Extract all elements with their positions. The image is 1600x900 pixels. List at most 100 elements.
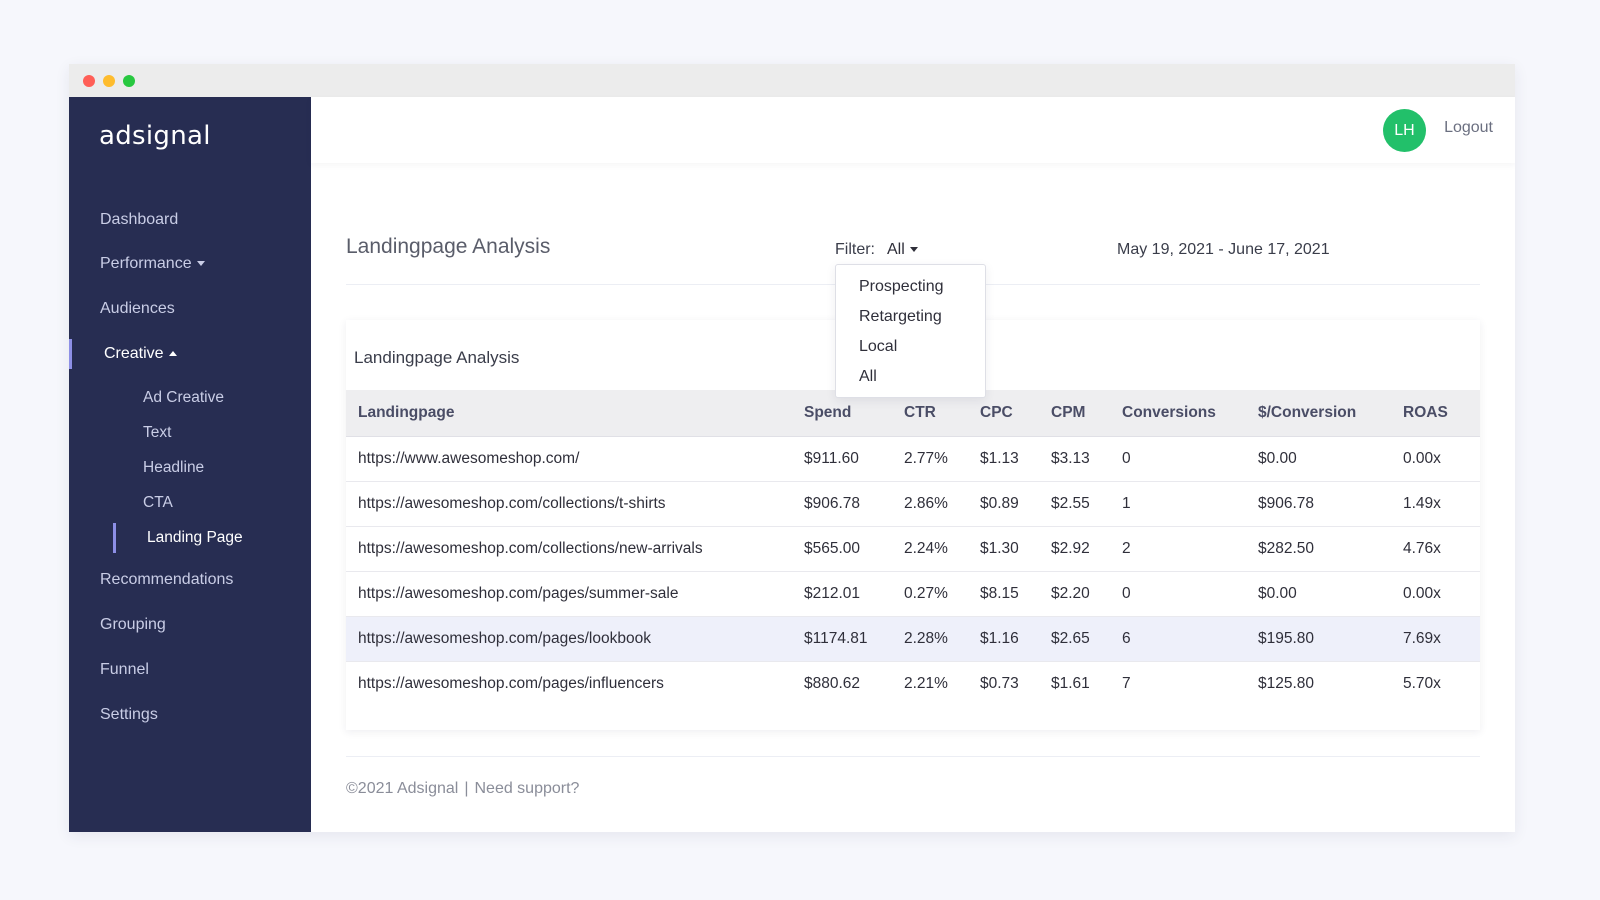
cell-ctr: 2.28% <box>904 616 980 662</box>
cell-cpc: $1.30 <box>980 526 1051 572</box>
cell-landingpage[interactable]: https://awesomeshop.com/pages/lookbook <box>346 616 804 662</box>
cell-cost-per-conversion: $195.80 <box>1258 616 1403 662</box>
page-title: Landingpage Analysis <box>346 235 551 258</box>
divider <box>346 756 1480 757</box>
date-range-picker[interactable]: May 19, 2021 - June 17, 2021 <box>1117 241 1330 258</box>
filter-option-retargeting[interactable]: Retargeting <box>859 308 942 325</box>
cell-cpc: $1.16 <box>980 616 1051 662</box>
column-header-cpc[interactable]: CPC <box>980 390 1051 437</box>
sidebar-item-dashboard[interactable]: Dashboard <box>100 211 178 229</box>
sidebar-item-label: Settings <box>100 706 158 723</box>
sidebar-item-label: Grouping <box>100 616 166 633</box>
cell-conversions: 6 <box>1122 616 1258 662</box>
analysis-card: Landingpage Analysis Landingpage Spend C… <box>346 320 1480 730</box>
avatar[interactable]: LH <box>1383 109 1426 152</box>
cell-cpc: $1.13 <box>980 436 1051 482</box>
cell-roas: 1.49x <box>1403 481 1480 527</box>
cell-ctr: 2.24% <box>904 526 980 572</box>
sidebar-item-audiences[interactable]: Audiences <box>100 300 175 318</box>
cell-cpm: $2.55 <box>1051 481 1122 527</box>
sidebar-item-grouping[interactable]: Grouping <box>100 616 166 634</box>
cell-cpc: $8.15 <box>980 571 1051 617</box>
maximize-window-button[interactable] <box>123 74 135 87</box>
logout-link[interactable]: Logout <box>1444 119 1493 136</box>
filter-control: Filter: All <box>835 241 918 259</box>
table-row[interactable]: https://awesomeshop.com/collections/t-sh… <box>346 481 1480 527</box>
cell-cost-per-conversion: $906.78 <box>1258 481 1403 527</box>
cell-landingpage[interactable]: https://awesomeshop.com/collections/new-… <box>346 526 804 572</box>
cell-roas: 5.70x <box>1403 674 1441 692</box>
table-row[interactable]: https://awesomeshop.com/pages/summer-sal… <box>346 571 1480 617</box>
cell-cpm: $2.20 <box>1051 571 1122 617</box>
filter-value: All <box>887 241 905 258</box>
cell-cost-per-conversion: $282.50 <box>1258 526 1403 572</box>
cell-cpm: $2.65 <box>1051 616 1122 662</box>
card-title: Landingpage Analysis <box>354 348 520 367</box>
active-indicator <box>69 339 72 369</box>
table-row[interactable]: https://awesomeshop.com/pages/influencer… <box>346 661 1480 706</box>
window-titlebar <box>69 64 1515 97</box>
sub-active-indicator <box>113 523 116 553</box>
cell-conversions: 2 <box>1122 526 1258 572</box>
table-row[interactable]: https://awesomeshop.com/collections/new-… <box>346 526 1480 572</box>
sidebar: adsignal Dashboard Performance Audiences… <box>69 97 311 832</box>
cell-ctr: 0.27% <box>904 571 980 617</box>
sidebar-item-label: Dashboard <box>100 211 179 228</box>
sidebar-subitem-text[interactable]: Text <box>143 424 172 441</box>
sidebar-item-funnel[interactable]: Funnel <box>100 661 149 679</box>
brand-logo[interactable]: adsignal <box>99 121 211 151</box>
cell-landingpage[interactable]: https://awesomeshop.com/pages/influencer… <box>358 674 664 692</box>
top-header: LH Logout <box>311 97 1515 163</box>
sidebar-item-label: Audiences <box>100 300 175 317</box>
cell-spend: $1174.81 <box>804 616 904 662</box>
cell-spend: $880.62 <box>804 674 861 692</box>
filter-option-local[interactable]: Local <box>859 338 898 355</box>
filter-option-prospecting[interactable]: Prospecting <box>859 278 944 295</box>
cell-cost-per-conversion: $0.00 <box>1258 571 1403 617</box>
sidebar-subitem-headline[interactable]: Headline <box>143 459 205 476</box>
column-header-roas[interactable]: ROAS <box>1403 390 1480 437</box>
sidebar-item-label: Funnel <box>100 661 149 678</box>
column-header-conversions[interactable]: Conversions <box>1122 390 1258 437</box>
sidebar-subitem-landing-page[interactable]: Landing Page <box>147 529 243 546</box>
support-link[interactable]: Need support? <box>474 780 580 797</box>
cell-landingpage[interactable]: https://awesomeshop.com/pages/summer-sal… <box>346 571 804 617</box>
table-header-row: Landingpage Spend CTR CPC CPM Conversion… <box>346 390 1480 437</box>
filter-option-all[interactable]: All <box>859 368 877 385</box>
column-header-landingpage[interactable]: Landingpage <box>346 390 804 437</box>
table-row[interactable]: https://www.awesomeshop.com/$911.60 2.77%… <box>346 436 1480 482</box>
column-header-cpm[interactable]: CPM <box>1051 390 1122 437</box>
app-window: adsignal Dashboard Performance Audiences… <box>69 64 1515 832</box>
cell-landingpage[interactable]: https://awesomeshop.com/collections/t-sh… <box>346 481 804 527</box>
cell-conversions: 7 <box>1122 674 1131 692</box>
cell-cpc: $0.73 <box>980 674 1019 692</box>
close-window-button[interactable] <box>83 74 95 87</box>
cell-roas: 0.00x <box>1403 571 1480 617</box>
cell-ctr: 2.77% <box>904 436 980 482</box>
sidebar-item-creative[interactable]: Creative <box>104 345 177 363</box>
cell-ctr: 2.86% <box>904 481 980 527</box>
cell-cost-per-conversion: $125.80 <box>1258 674 1315 692</box>
sidebar-item-label: Recommendations <box>100 571 234 588</box>
footer-separator: | <box>464 780 469 797</box>
sidebar-item-settings[interactable]: Settings <box>100 706 158 724</box>
cell-spend: $565.00 <box>804 526 904 572</box>
cell-spend: $911.60 <box>804 436 904 482</box>
table-row[interactable]: https://awesomeshop.com/pages/lookbook $1… <box>346 616 1480 662</box>
cell-cpm: $1.61 <box>1051 674 1090 692</box>
cell-spend: $212.01 <box>804 571 904 617</box>
filter-dropdown-menu: Prospecting Retargeting Local All <box>835 264 986 398</box>
chevron-up-icon <box>168 351 177 357</box>
sidebar-subitem-ad-creative[interactable]: Ad Creative <box>143 389 224 406</box>
minimize-window-button[interactable] <box>103 74 115 87</box>
sidebar-item-performance[interactable]: Performance <box>100 255 205 273</box>
filter-label: Filter: <box>835 241 875 258</box>
cell-landingpage[interactable]: https://www.awesomeshop.com/ <box>346 436 804 482</box>
column-header-cost-per-conversion[interactable]: $/Conversion <box>1258 390 1403 437</box>
sidebar-subitem-cta[interactable]: CTA <box>143 494 173 511</box>
cell-cpm: $3.13 <box>1051 436 1122 482</box>
filter-dropdown-toggle[interactable]: All <box>887 241 918 258</box>
cell-cpc: $0.89 <box>980 481 1051 527</box>
chevron-down-icon <box>909 247 918 253</box>
sidebar-item-recommendations[interactable]: Recommendations <box>100 571 233 589</box>
